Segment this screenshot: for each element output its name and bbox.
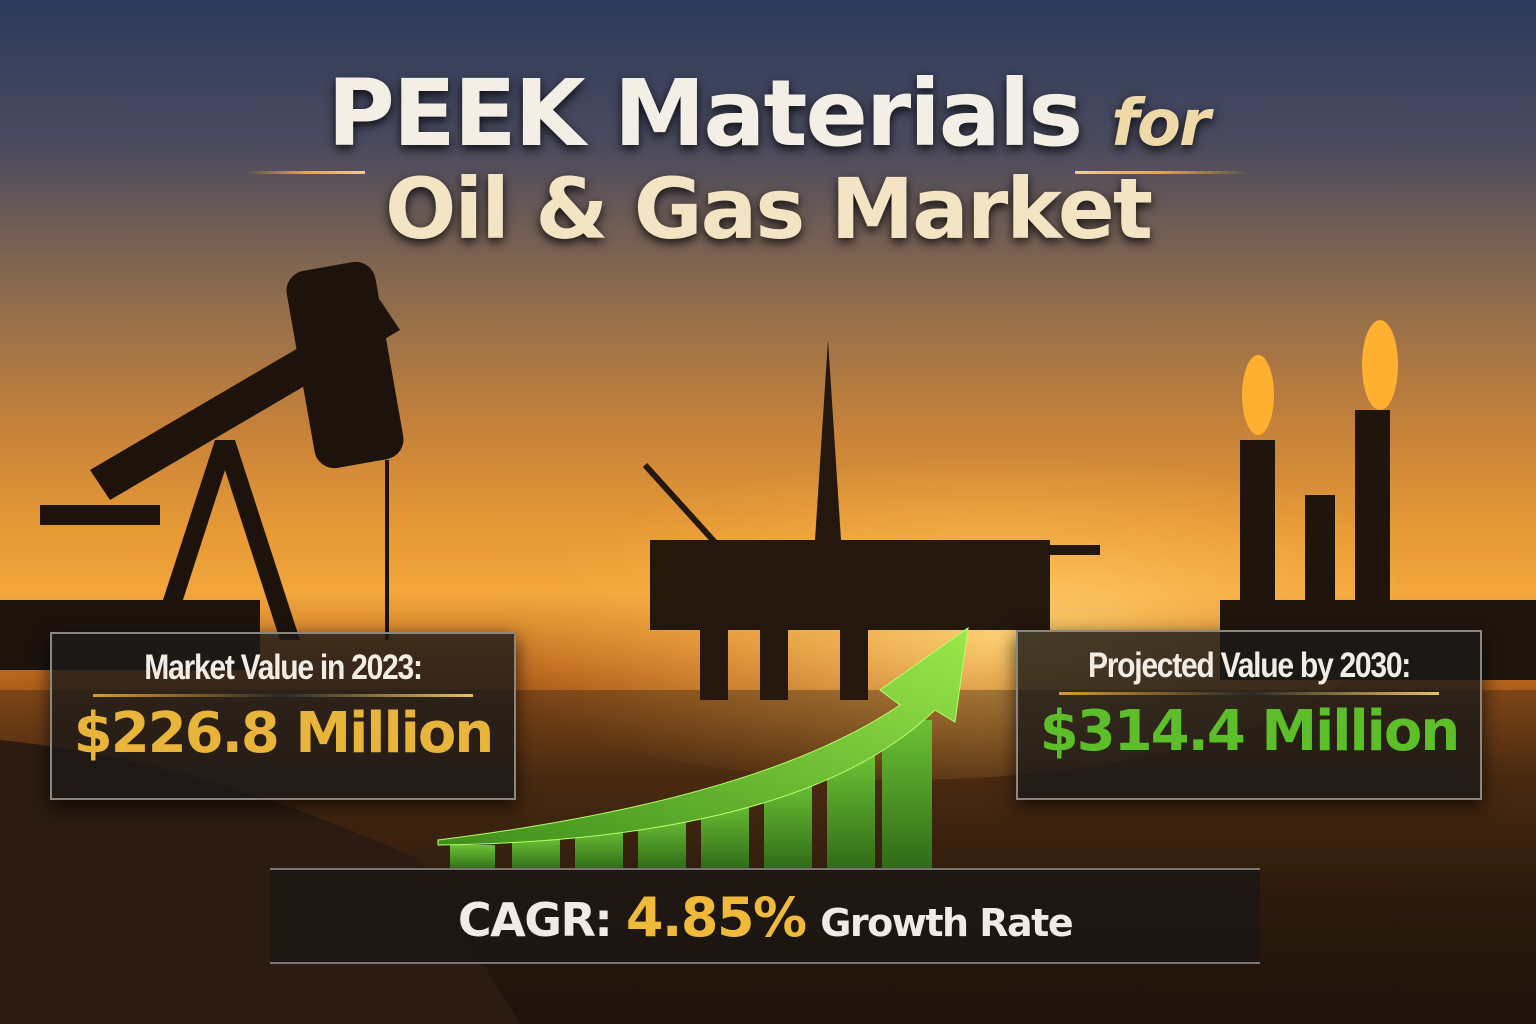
growth-bar [450, 845, 495, 870]
refinery-silhouette [1220, 320, 1536, 680]
title-suffix: for [1111, 87, 1210, 161]
growth-chart [437, 626, 969, 870]
growth-bar [512, 838, 560, 870]
card-divider [1059, 692, 1439, 695]
title-line-2: Oil & Gas Market [384, 160, 1153, 258]
pumpjack-silhouette [0, 261, 404, 670]
cagr-suffix: Growth Rate [820, 901, 1073, 945]
offshore-platform-silhouette [642, 340, 1100, 700]
projected-value-amount: $314.4 Million [1039, 699, 1460, 764]
card-divider [93, 694, 473, 697]
cagr-value: 4.85% [625, 886, 807, 949]
title-main: PEEK Materials [327, 60, 1083, 167]
growth-arrow-icon [437, 626, 969, 846]
title-line-1: PEEK Materials for [0, 60, 1536, 167]
market-value-label: Market Value in 2023: [144, 648, 423, 687]
cagr-label: CAGR: [457, 893, 613, 947]
projected-value-label: Projected Value by 2030: [1087, 646, 1411, 685]
market-value-card: Market Value in 2023: $226.8 Million [50, 632, 516, 800]
cagr-banner: CAGR: 4.85% Growth Rate [270, 868, 1260, 964]
title-divider-left [245, 171, 365, 174]
market-value-amount: $226.8 Million [73, 701, 494, 766]
projected-value-card: Projected Value by 2030: $314.4 Million [1016, 630, 1482, 800]
